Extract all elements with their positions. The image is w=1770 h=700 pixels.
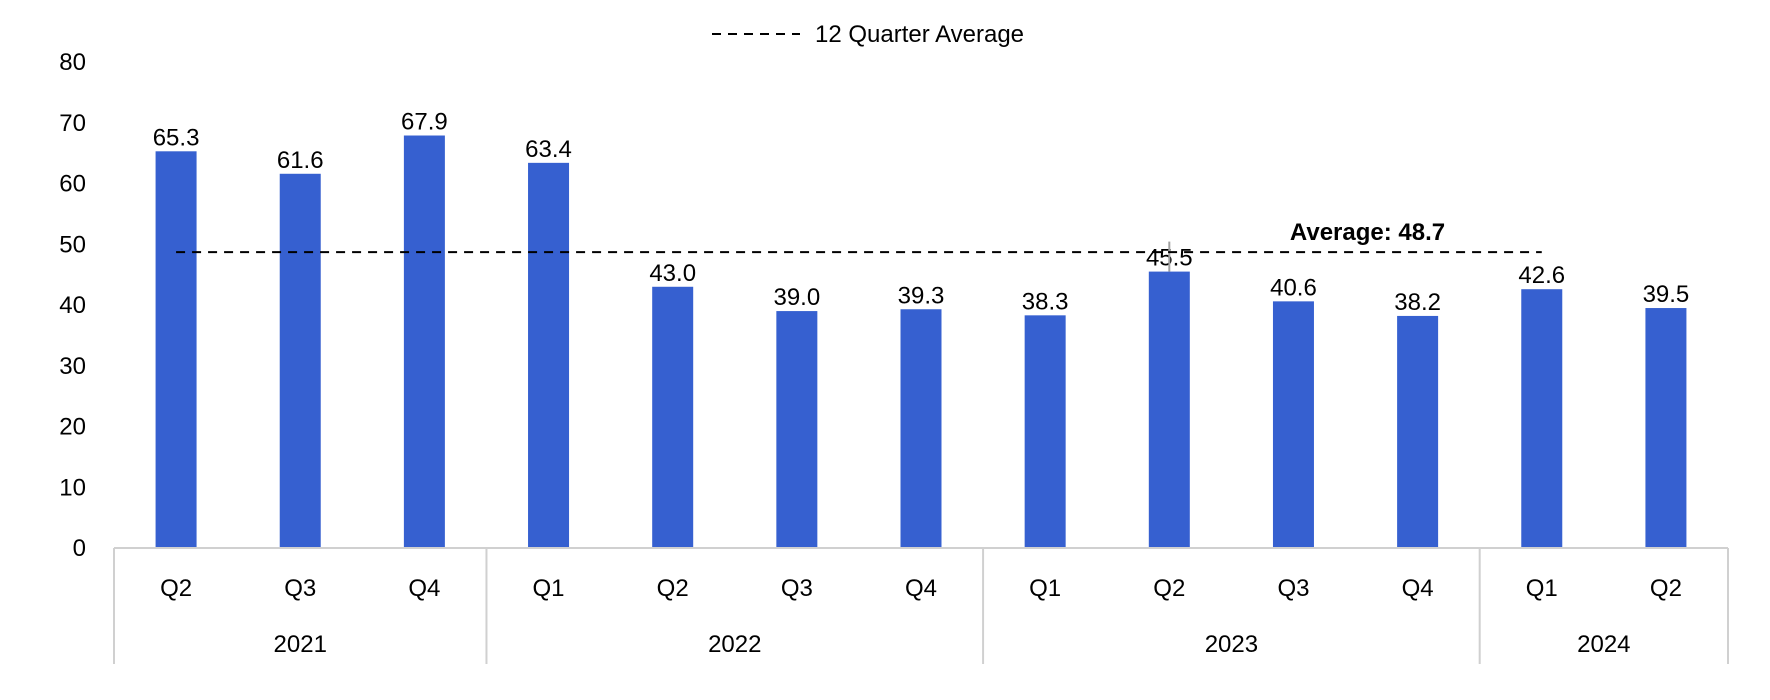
bar — [403, 135, 445, 548]
bar-data-label: 39.0 — [773, 284, 820, 311]
x-tick-label-quarter: Q4 — [408, 575, 440, 602]
y-tick-label: 60 — [59, 171, 86, 198]
y-tick-label: 30 — [59, 353, 86, 380]
bar — [1272, 301, 1314, 548]
x-tick-label-quarter: Q3 — [284, 575, 316, 602]
bar — [1024, 315, 1066, 548]
bar — [1521, 289, 1563, 548]
legend-label: 12 Quarter Average — [815, 21, 1024, 48]
bar-data-label: 38.3 — [1022, 288, 1069, 315]
bar — [900, 309, 942, 548]
y-tick-label: 10 — [59, 474, 86, 501]
y-axis: 0 10 20 30 40 50 60 70 80 — [59, 49, 86, 562]
x-tick-label-quarter: Q2 — [657, 575, 689, 602]
average-label: Average: 48.7 — [1290, 219, 1445, 246]
x-tick-label-year: 2022 — [708, 631, 761, 658]
bar — [528, 162, 570, 548]
x-tick-label-quarter: Q3 — [1277, 575, 1309, 602]
bar — [1645, 308, 1687, 548]
x-tick-label-quarter: Q2 — [1650, 575, 1682, 602]
x-tick-label-quarter: Q1 — [1029, 575, 1061, 602]
y-tick-label: 80 — [59, 49, 86, 76]
bar-data-label: 39.5 — [1643, 281, 1690, 308]
bar — [776, 311, 818, 548]
x-tick-label-year: 2023 — [1205, 631, 1258, 658]
y-tick-label: 50 — [59, 231, 86, 258]
x-tick-label-quarter: Q3 — [781, 575, 813, 602]
bar — [279, 173, 321, 548]
bar — [1397, 315, 1439, 548]
y-tick-label: 40 — [59, 292, 86, 319]
bar-data-label: 38.2 — [1394, 289, 1441, 316]
bar-data-label: 43.0 — [649, 260, 696, 287]
x-tick-label-year: 2024 — [1577, 631, 1630, 658]
bar — [652, 286, 694, 548]
x-tick-label-quarter: Q2 — [160, 575, 192, 602]
x-tick-label-quarter: Q4 — [1402, 575, 1434, 602]
bar-data-label: 65.3 — [153, 124, 200, 151]
bar-data-label: 39.3 — [898, 282, 945, 309]
y-tick-label: 0 — [73, 535, 86, 562]
x-tick-label-quarter: Q1 — [533, 575, 565, 602]
bar — [155, 151, 197, 549]
average-line-group: Average: 48.7 — [176, 219, 1542, 254]
bar-data-label: 42.6 — [1518, 262, 1565, 289]
y-tick-label: 70 — [59, 110, 86, 137]
x-tick-label-year: 2021 — [274, 631, 327, 658]
y-tick-label: 20 — [59, 414, 86, 441]
legend: 12 Quarter Average — [712, 21, 1024, 48]
x-tick-label-quarter: Q2 — [1153, 575, 1185, 602]
bars: 65.361.667.963.443.039.0 39.3 38.345.540.6… — [153, 109, 1690, 549]
bar-data-label: 61.6 — [277, 147, 324, 174]
bar-data-label: 63.4 — [525, 136, 572, 163]
bar — [1148, 271, 1190, 548]
bar-data-label: 40.6 — [1270, 274, 1317, 301]
x-tick-label-quarter: Q1 — [1526, 575, 1558, 602]
bar-data-label: 67.9 — [401, 109, 448, 136]
x-tick-label-quarter: Q4 — [905, 575, 937, 602]
x-axis: Q2 Q3 Q4 Q1 Q2 Q3 Q4 Q1 Q2 Q3 Q4 Q1 Q2 2021 2022 2023 20… — [113, 547, 1729, 664]
